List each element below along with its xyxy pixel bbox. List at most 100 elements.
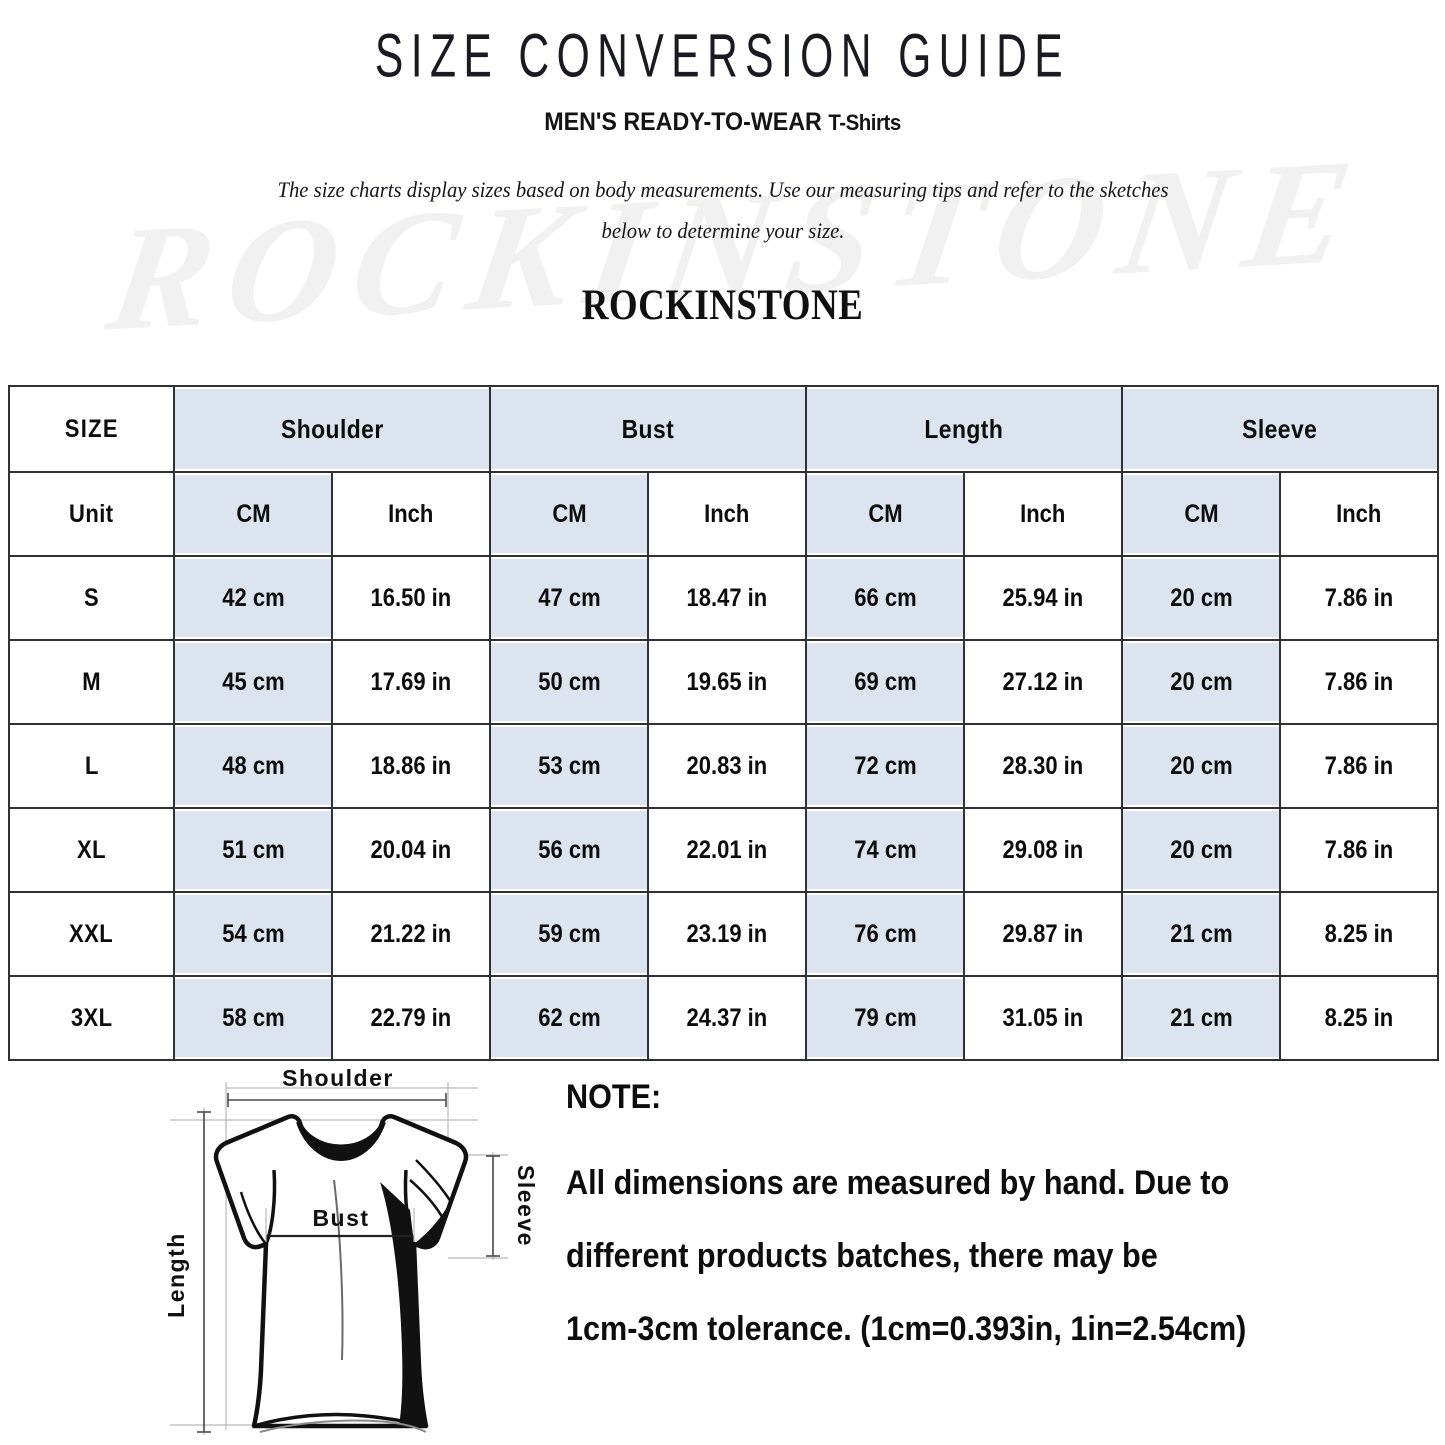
label-sleeve: Sleeve (513, 1165, 538, 1247)
cell-shoulder-cm: 42 cm (173, 555, 333, 641)
tshirt-measurement-diagram: Shoulder Bust Length Sleeve (148, 1060, 538, 1445)
cell-length-inch: 27.12 in (963, 639, 1124, 725)
cell-shoulder-inch: 22.79 in (330, 975, 492, 1061)
note-block: NOTE: All dimensions are measured by han… (566, 1078, 1436, 1366)
cell-length-inch: 25.94 in (963, 555, 1124, 641)
cell-length-cm: 76 cm (805, 891, 966, 977)
cell-bust-cm: 47 cm (489, 555, 650, 641)
page-title: SIZE CONVERSION GUIDE (374, 22, 1071, 91)
cell-length-cm: 66 cm (805, 555, 966, 641)
cell-bust-inch: 22.01 in (647, 807, 808, 893)
cell-bust-inch: 24.37 in (647, 975, 808, 1061)
size-guide-page: SIZE CONVERSION GUIDE MEN'S READY-TO-WEA… (0, 0, 1445, 330)
cell-shoulder-cm: 48 cm (173, 723, 333, 809)
note-title: NOTE: (566, 1078, 662, 1116)
cell-shoulder-inch: 16.50 in (330, 555, 492, 641)
cell-shoulder-cm: 51 cm (173, 807, 333, 893)
unit-cell-length-inch: Inch (963, 471, 1124, 557)
table-row: L 48 cm 18.86 in 53 cm 20.83 in 72 cm 28… (8, 723, 1440, 809)
header-label-size: SIZE (64, 414, 119, 443)
row-size-label: 3XL (8, 975, 175, 1061)
label-length: Length (163, 1232, 189, 1318)
table-row: XL 51 cm 20.04 in 56 cm 22.01 in 74 cm 2… (8, 807, 1440, 893)
table-row: S 42 cm 16.50 in 47 cm 18.47 in 66 cm 25… (8, 555, 1440, 641)
table-row: XXL 54 cm 21.22 in 59 cm 23.19 in 76 cm … (8, 891, 1440, 977)
table-group-header-row: SIZE Shoulder Bust Length Sleeve (8, 385, 1440, 473)
unit-cell-bust-inch: Inch (647, 471, 808, 557)
cell-length-cm: 79 cm (805, 975, 966, 1061)
unit-cell-label: Unit (8, 471, 175, 557)
cell-length-cm: 69 cm (805, 639, 966, 725)
table-row: 3XL 58 cm 22.79 in 62 cm 24.37 in 79 cm … (8, 975, 1440, 1061)
table-unit-row: Unit CM Inch CM Inch CM Inch (8, 471, 1440, 557)
row-size-label: XL (8, 807, 175, 893)
header-cell-shoulder: Shoulder (172, 385, 492, 473)
cell-length-inch: 28.30 in (963, 723, 1124, 809)
header-cell-sleeve: Sleeve (1121, 385, 1440, 473)
cell-shoulder-cm: 58 cm (173, 975, 333, 1061)
bottom-section: Shoulder Bust Length Sleeve NOTE: All di… (0, 1050, 1445, 1445)
cell-sleeve-cm: 21 cm (1121, 891, 1282, 977)
size-table-container: SIZE Shoulder Bust Length Sleeve Unit (8, 385, 1440, 1061)
cell-sleeve-inch: 8.25 in (1279, 891, 1440, 977)
row-size-label: M (8, 639, 175, 725)
unit-cell-shoulder-cm: CM (173, 471, 333, 557)
subtitle-category: MEN'S READY-TO-WEAR (544, 108, 822, 136)
table-row: M 45 cm 17.69 in 50 cm 19.65 in 69 cm 27… (8, 639, 1440, 725)
row-size-label: L (8, 723, 175, 809)
header-cell-bust: Bust (489, 385, 808, 473)
cell-sleeve-inch: 7.86 in (1279, 807, 1440, 893)
size-conversion-table: SIZE Shoulder Bust Length Sleeve Unit (8, 385, 1440, 1061)
cell-bust-cm: 62 cm (489, 975, 650, 1061)
header-label-length: Length (924, 413, 1004, 444)
page-subtitle: MEN'S READY-TO-WEAR T-Shirts (51, 78, 1395, 137)
cell-sleeve-cm: 20 cm (1121, 807, 1282, 893)
row-size-label: XXL (8, 891, 175, 977)
unit-cell-shoulder-inch: Inch (330, 471, 492, 557)
cell-sleeve-inch: 7.86 in (1279, 639, 1440, 725)
cell-shoulder-inch: 18.86 in (330, 723, 492, 809)
cell-bust-cm: 50 cm (489, 639, 650, 725)
cell-length-inch: 29.08 in (963, 807, 1124, 893)
cell-length-cm: 74 cm (805, 807, 966, 893)
note-line: different products batches, there may be (566, 1237, 1158, 1275)
cell-bust-cm: 53 cm (489, 723, 650, 809)
header-label-shoulder: Shoulder (280, 413, 384, 444)
unit-cell-sleeve-inch: Inch (1279, 471, 1440, 557)
cell-sleeve-inch: 7.86 in (1279, 723, 1440, 809)
unit-cell-length-cm: CM (805, 471, 966, 557)
cell-length-cm: 72 cm (805, 723, 966, 809)
label-bust: Bust (312, 1205, 369, 1231)
header-label-bust: Bust (621, 413, 675, 444)
header-cell-length: Length (805, 385, 1124, 473)
cell-bust-inch: 19.65 in (647, 639, 808, 725)
header-cell-size: SIZE (8, 385, 175, 473)
cell-sleeve-inch: 7.86 in (1279, 555, 1440, 641)
page-description: The size charts display sizes based on b… (276, 177, 1169, 243)
cell-length-inch: 31.05 in (963, 975, 1124, 1061)
cell-length-inch: 29.87 in (963, 891, 1124, 977)
note-line: All dimensions are measured by hand. Due… (566, 1164, 1230, 1202)
cell-shoulder-cm: 45 cm (173, 639, 333, 725)
cell-bust-inch: 20.83 in (647, 723, 808, 809)
unit-cell-bust-cm: CM (489, 471, 650, 557)
note-line: 1cm-3cm tolerance. (1cm=0.393in, 1in=2.5… (566, 1310, 1247, 1348)
cell-sleeve-inch: 8.25 in (1279, 975, 1440, 1061)
cell-shoulder-inch: 17.69 in (330, 639, 492, 725)
cell-sleeve-cm: 20 cm (1121, 639, 1282, 725)
brand-name: ROCKINSTONE (581, 282, 864, 329)
cell-shoulder-inch: 20.04 in (330, 807, 492, 893)
cell-sleeve-cm: 21 cm (1121, 975, 1282, 1061)
cell-sleeve-cm: 20 cm (1121, 555, 1282, 641)
cell-bust-inch: 23.19 in (647, 891, 808, 977)
unit-label: Unit (69, 499, 114, 528)
cell-shoulder-inch: 21.22 in (330, 891, 492, 977)
cell-bust-cm: 56 cm (489, 807, 650, 893)
row-size-label: S (8, 555, 175, 641)
header-label-sleeve: Sleeve (1242, 413, 1318, 444)
label-shoulder: Shoulder (282, 1065, 394, 1091)
cell-sleeve-cm: 20 cm (1121, 723, 1282, 809)
cell-shoulder-cm: 54 cm (173, 891, 333, 977)
cell-bust-inch: 18.47 in (647, 555, 808, 641)
cell-bust-cm: 59 cm (489, 891, 650, 977)
